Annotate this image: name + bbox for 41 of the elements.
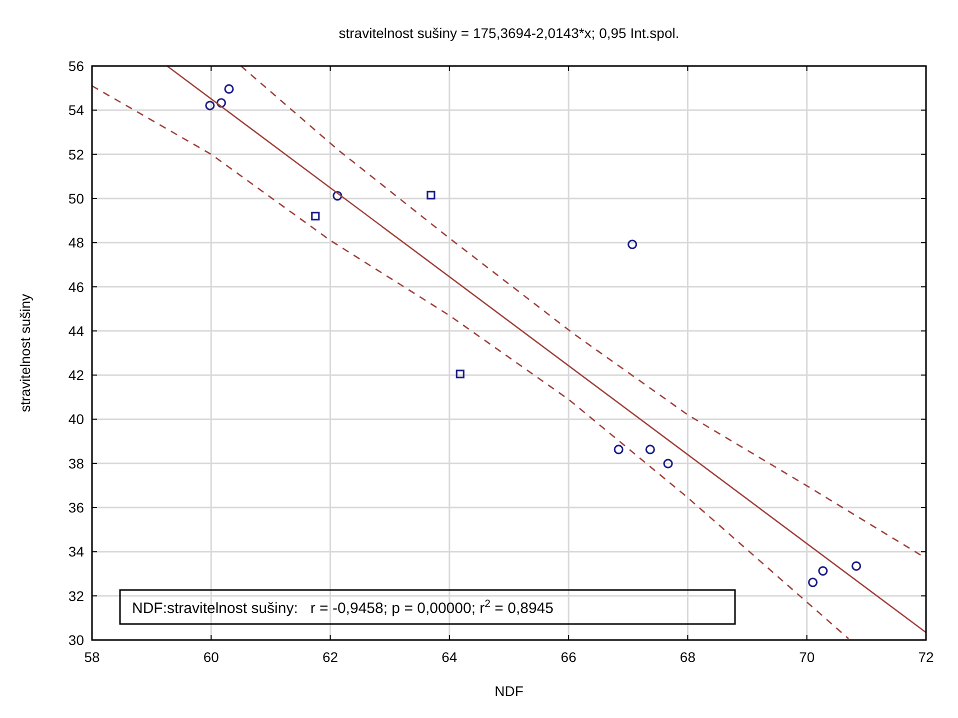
- y-tick-label: 54: [68, 102, 84, 118]
- point: [332, 191, 342, 201]
- point: [311, 212, 320, 220]
- y-tick-label: 38: [68, 455, 84, 472]
- annotation: NDF:stravitelnost sušiny: r = -0,9458; p = 0,00000; r$^{2}$ = 0,8945: [132, 598, 554, 617]
- point: [426, 190, 436, 200]
- x-tick-label: 72: [918, 649, 934, 665]
- point: [808, 578, 818, 588]
- y-tick-label: 52: [68, 146, 84, 162]
- x-tick-label: 66: [560, 649, 577, 665]
- x-axis-title: NDF: [494, 683, 524, 699]
- y-axis-title: stravitelnost sušiny: [17, 294, 33, 412]
- line-series: [92, 85, 850, 640]
- point: [628, 240, 638, 250]
- x-tick-label: 68: [680, 649, 696, 665]
- point: [663, 458, 673, 468]
- point: [852, 561, 862, 571]
- point: [224, 84, 234, 94]
- chart-title: stravitelnost sušiny = 175,3694-2,0143*x; 0,95 Int.spol.: [338, 25, 680, 41]
- point: [645, 444, 655, 454]
- y-tick-label: 46: [68, 278, 84, 295]
- y-tick-label: 56: [68, 58, 84, 74]
- x-tick-label: 70: [799, 649, 815, 665]
- y-tick-label: 32: [68, 588, 84, 604]
- point: [205, 100, 215, 110]
- y-tick-label: 42: [68, 367, 84, 384]
- point: [456, 370, 464, 378]
- x-tick-label: 60: [203, 649, 220, 665]
- x-tick-label: 62: [322, 649, 338, 665]
- y-tick-label: 44: [68, 322, 84, 339]
- y-tick-label: 48: [68, 234, 84, 251]
- y-tick-label: 30: [68, 632, 84, 648]
- point: [818, 566, 828, 576]
- y-tick-label: 40: [68, 411, 84, 428]
- x-tick-label: 64: [442, 649, 458, 665]
- point: [216, 98, 226, 108]
- x-tick-label: 58: [84, 649, 100, 665]
- y-tick-label: 36: [68, 500, 84, 516]
- point: [614, 444, 624, 454]
- y-tick-label: 50: [68, 190, 84, 206]
- y-tick-label: 34: [68, 544, 84, 560]
